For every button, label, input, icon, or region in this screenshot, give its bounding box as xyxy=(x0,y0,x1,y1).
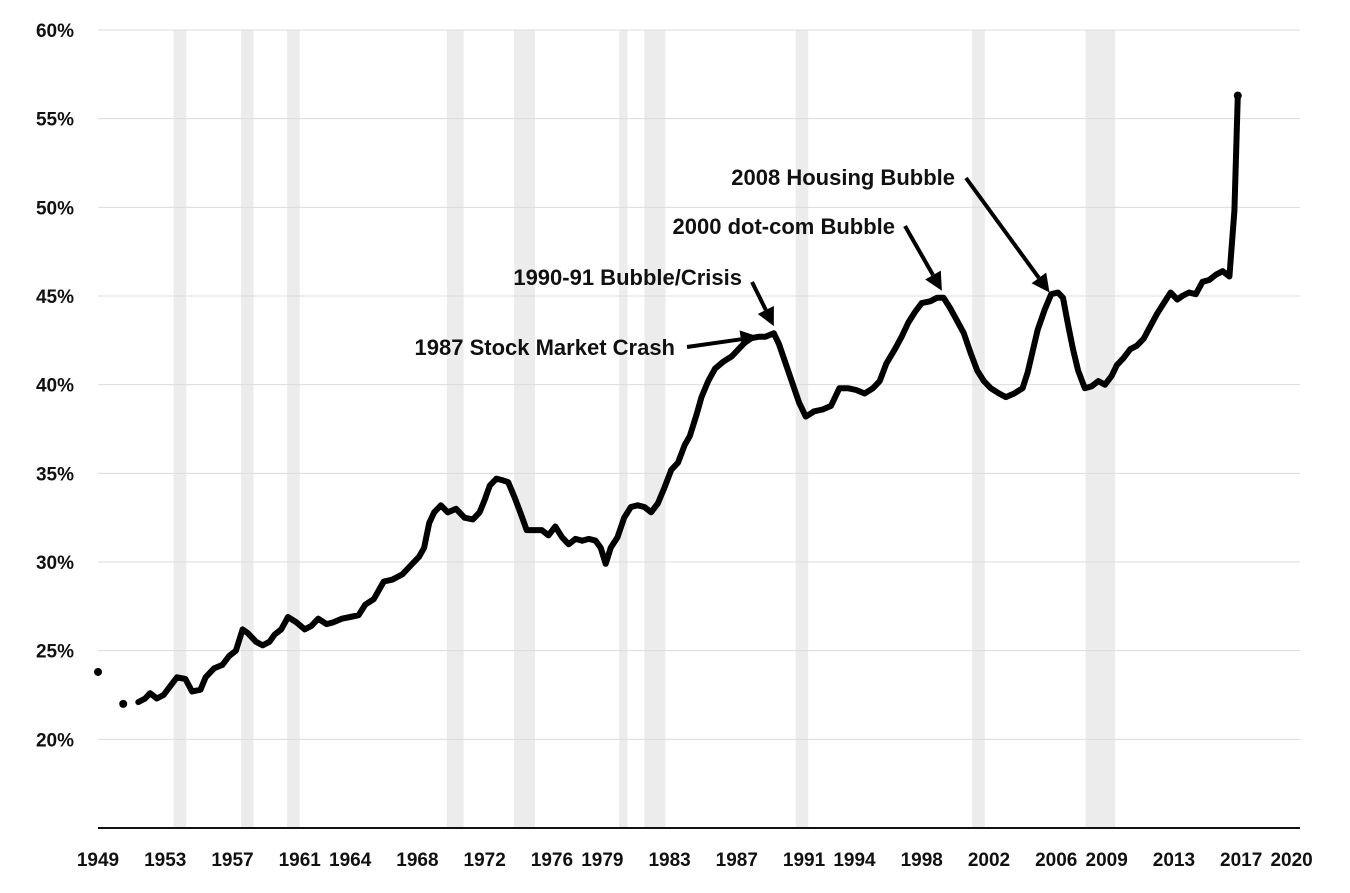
y-axis-labels: 20% 25% 30% 35% 40% 45% 50% 55% 60% xyxy=(36,21,74,751)
x-tick-label: 2009 xyxy=(1086,850,1128,871)
x-tick-label: 1998 xyxy=(901,850,943,871)
x-tick-label: 2020 xyxy=(1270,850,1312,871)
recession-band xyxy=(1085,30,1116,828)
recession-band xyxy=(644,30,666,828)
annotation-arrow-shaft xyxy=(964,176,1041,280)
x-tick-label: 1968 xyxy=(396,850,438,871)
annotation-arrow-shaft xyxy=(686,337,742,349)
x-tick-label: 1972 xyxy=(464,850,506,871)
recession-band xyxy=(795,30,809,828)
series-layer xyxy=(135,91,1242,706)
x-tick-label: 1964 xyxy=(329,850,372,871)
y-tick-label: 25% xyxy=(36,642,74,663)
isolated-points xyxy=(94,667,128,708)
x-tick-label: 2013 xyxy=(1153,850,1195,871)
x-tick-label: 1949 xyxy=(77,850,119,871)
recession-band xyxy=(619,30,628,828)
series-line xyxy=(135,92,1241,706)
annotation-arrow-head xyxy=(1031,272,1050,293)
series-endpoint xyxy=(1233,91,1242,100)
y-tick-label: 20% xyxy=(36,730,74,751)
y-tick-label: 40% xyxy=(36,376,74,397)
x-tick-label: 1987 xyxy=(716,850,758,871)
recession-band xyxy=(173,30,187,828)
x-tick-label: 1991 xyxy=(783,850,826,871)
y-tick-label: 55% xyxy=(36,110,74,131)
recession-band xyxy=(972,30,985,828)
annotation-arrow-head xyxy=(757,306,774,327)
x-tick-label: 1983 xyxy=(648,850,690,871)
x-tick-label: 2006 xyxy=(1035,850,1077,871)
annotation-arrow-head xyxy=(925,270,942,291)
recession-band xyxy=(287,30,300,828)
annotation-arrow-shaft xyxy=(903,225,935,277)
annotation-label: 2000 dot-com Bubble xyxy=(673,214,895,239)
annotation-label: 2008 Housing Bubble xyxy=(731,165,955,190)
data-point xyxy=(119,699,128,708)
y-tick-label: 30% xyxy=(36,553,74,574)
x-tick-label: 1953 xyxy=(144,850,186,871)
annotation-label: 1987 Stock Market Crash xyxy=(415,335,675,360)
gridlines xyxy=(98,29,1300,740)
recession-shading xyxy=(173,30,1116,828)
x-tick-label: 1979 xyxy=(581,850,623,871)
x-tick-label: 1957 xyxy=(211,850,253,871)
y-tick-label: 50% xyxy=(36,198,74,219)
y-tick-label: 60% xyxy=(36,21,74,42)
data-point xyxy=(94,667,102,676)
annotation-label: 1990-91 Bubble/Crisis xyxy=(513,265,742,290)
x-tick-label: 1961 xyxy=(279,850,322,871)
x-tick-label: 2017 xyxy=(1220,850,1262,871)
annotations: 1987 Stock Market Crash 1990-91 Bubble/Cr… xyxy=(415,165,1050,360)
y-tick-label: 45% xyxy=(36,287,74,308)
recession-band xyxy=(240,30,254,828)
x-tick-label: 2002 xyxy=(968,850,1010,871)
annotation-arrow-shaft xyxy=(750,281,768,311)
x-tick-label: 1994 xyxy=(833,850,876,871)
recession-band xyxy=(446,30,464,828)
x-axis-labels: 1949 1953 1957 1961 1964 1968 1972 1976 1979 1983… xyxy=(77,850,1313,871)
x-tick-label: 1976 xyxy=(531,850,573,871)
recession-band xyxy=(514,30,536,828)
annotation-arrow-head xyxy=(739,330,759,349)
y-tick-label: 35% xyxy=(36,464,74,485)
